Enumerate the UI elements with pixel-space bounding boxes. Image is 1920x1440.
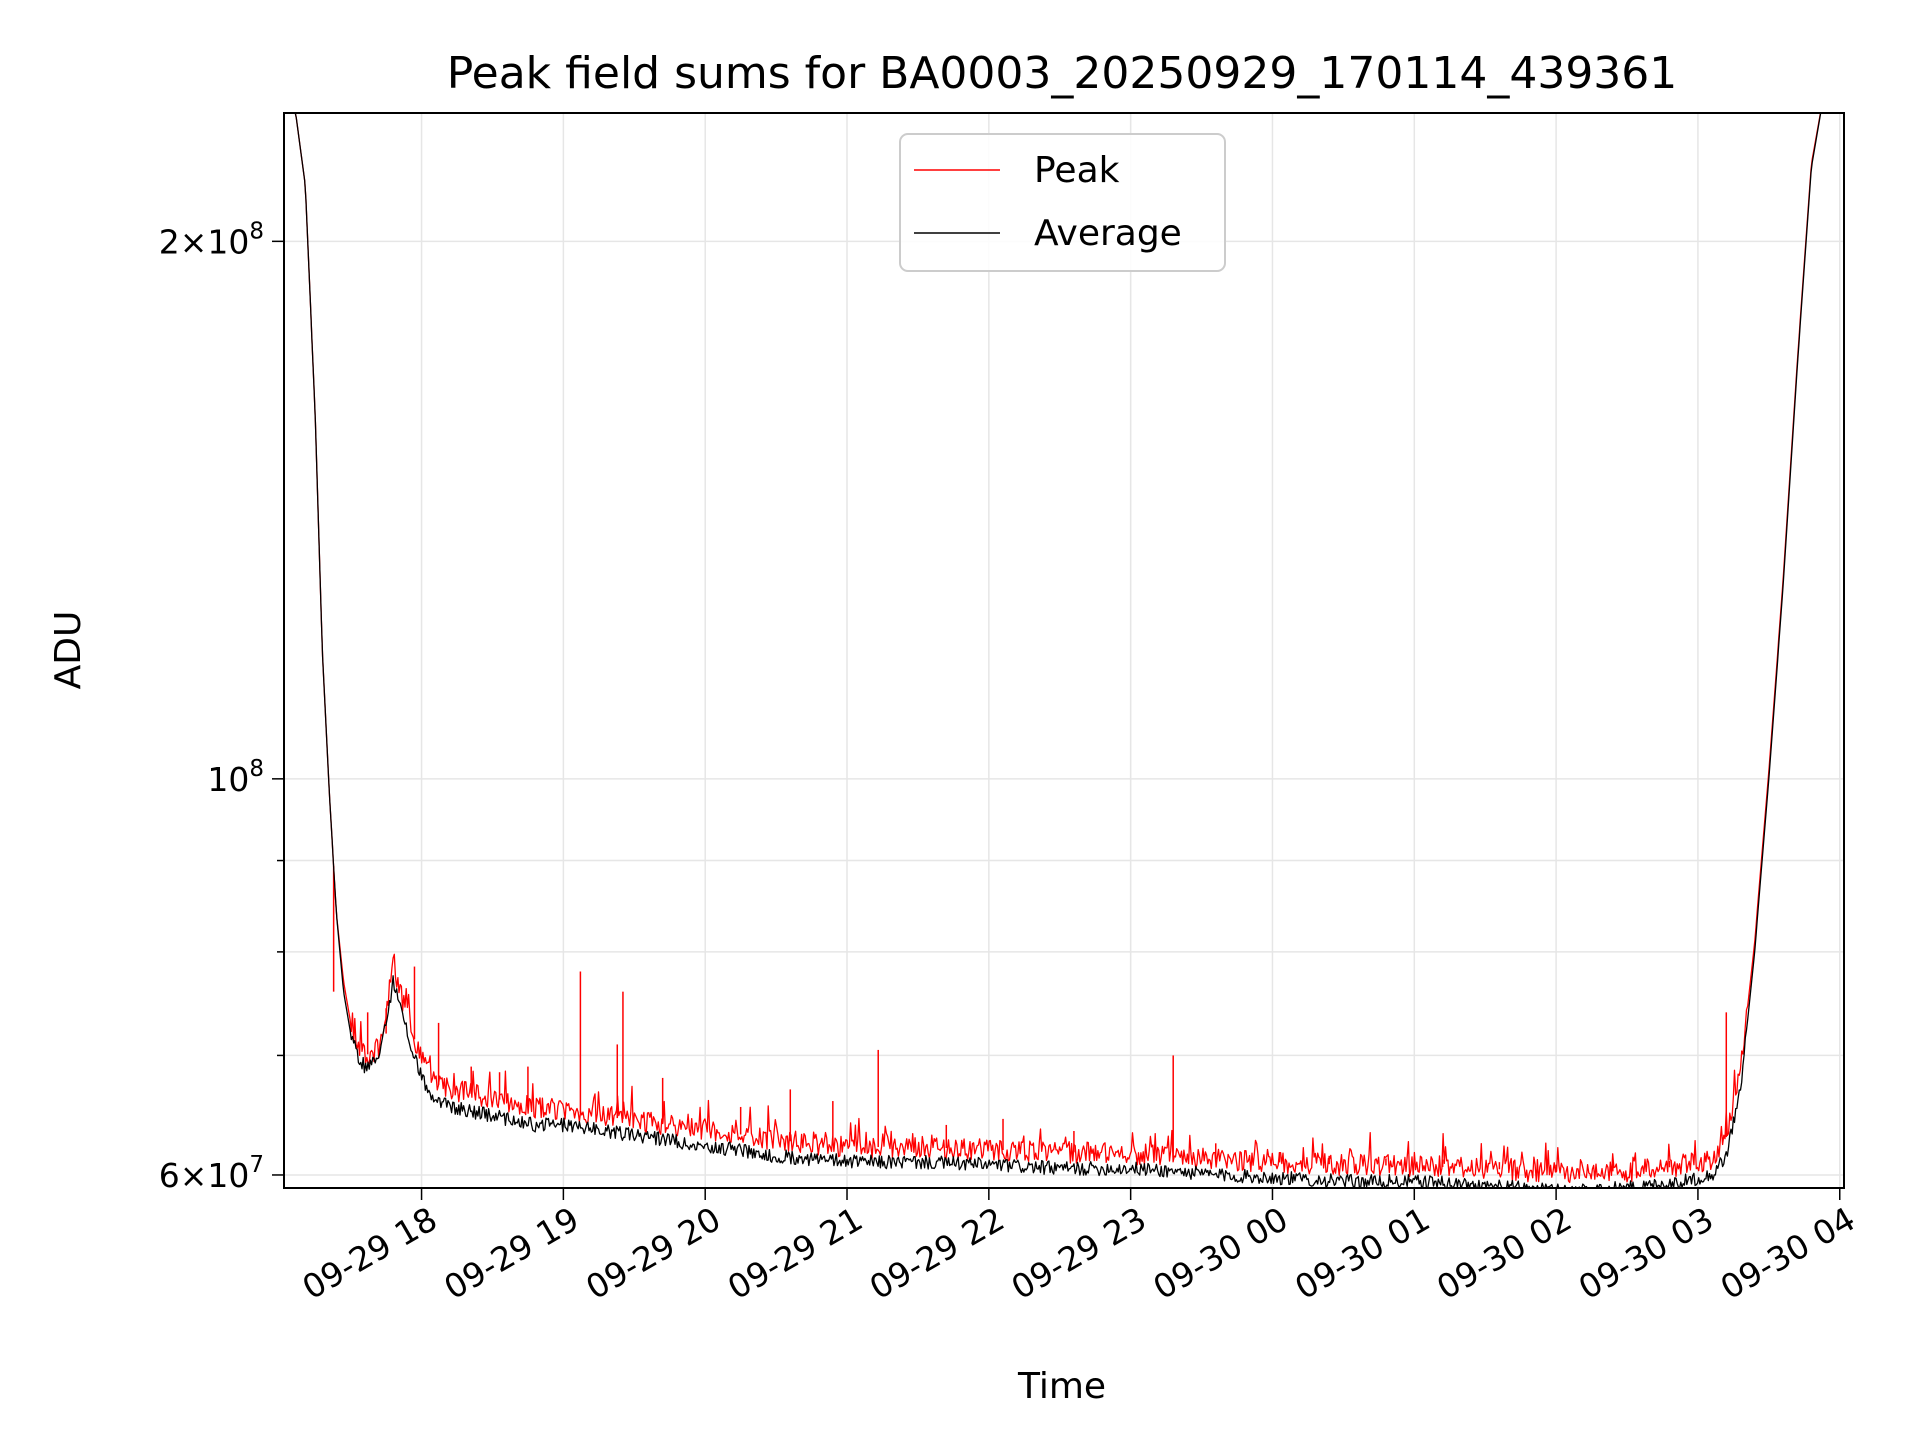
x-tick-label: 09-29 20 bbox=[579, 1199, 727, 1307]
legend: Peak Average bbox=[899, 133, 1226, 272]
x-tick-label: 09-29 22 bbox=[863, 1199, 1011, 1307]
y-tick-label: 6×107 bbox=[159, 1152, 264, 1195]
series-line-average bbox=[294, 113, 1822, 1188]
x-tick-label: 09-30 03 bbox=[1572, 1199, 1720, 1307]
legend-label-peak: Peak bbox=[1034, 150, 1120, 191]
plot-frame bbox=[283, 112, 1845, 1189]
grid-layer bbox=[284, 113, 1844, 1188]
plot-area bbox=[294, 113, 1822, 1188]
x-tick-label: 09-29 21 bbox=[721, 1199, 869, 1307]
y-axis-label: ADU bbox=[48, 611, 89, 690]
series-line-peak bbox=[294, 113, 1822, 1184]
y-tick-label: 2×108 bbox=[159, 218, 264, 261]
x-axis-label: Time bbox=[1017, 1366, 1106, 1407]
series-group bbox=[294, 113, 1822, 1188]
x-tick-label: 09-30 01 bbox=[1288, 1199, 1436, 1307]
x-tick-label: 09-29 23 bbox=[1005, 1199, 1153, 1307]
y-axis: 6×107 108 2×108 bbox=[159, 218, 284, 1195]
x-tick-label: 09-29 19 bbox=[437, 1199, 585, 1307]
x-tick-label: 09-29 18 bbox=[296, 1199, 444, 1307]
x-tick-label: 09-30 00 bbox=[1146, 1199, 1294, 1307]
x-tick-label: 09-30 04 bbox=[1714, 1199, 1862, 1307]
y-tick-label: 108 bbox=[207, 756, 264, 799]
x-tick-label: 09-30 02 bbox=[1430, 1199, 1578, 1307]
legend-label-average: Average bbox=[1034, 213, 1182, 254]
legend-box bbox=[899, 133, 1226, 272]
chart-title: Peak field sums for BA0003_20250929_1701… bbox=[447, 48, 1678, 99]
